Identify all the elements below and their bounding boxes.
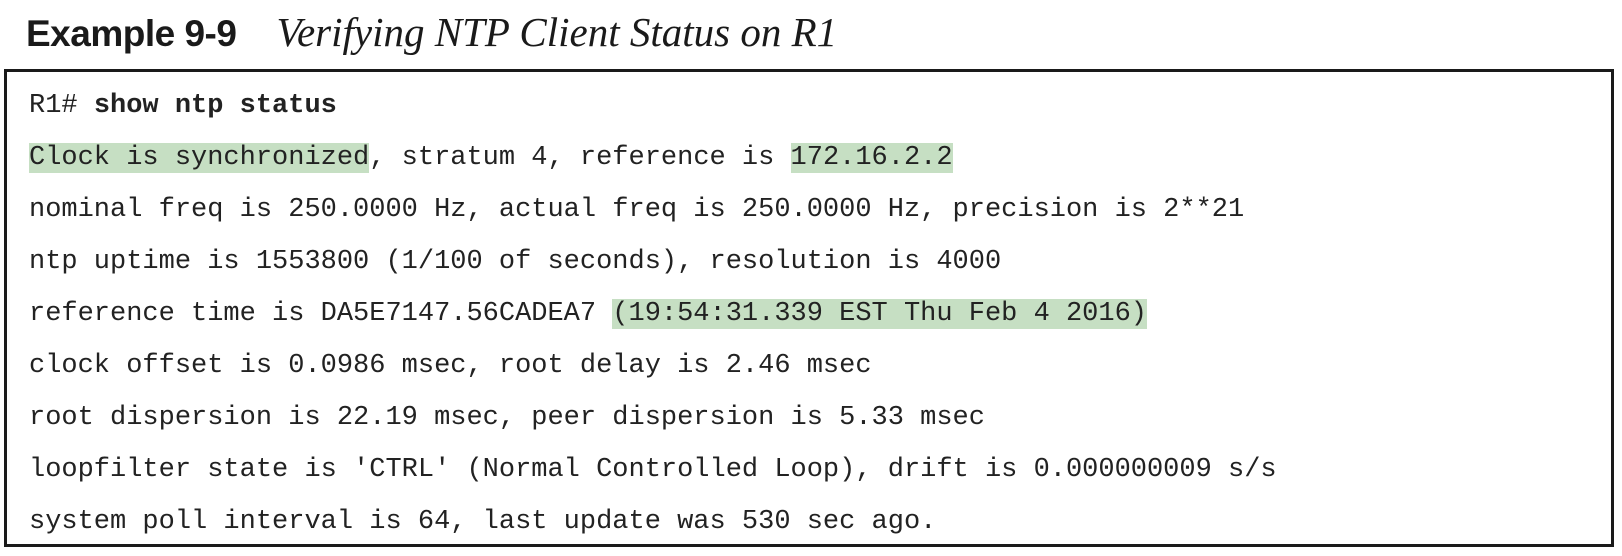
output-line-reference-time: reference time is DA5E7147.56CADEA7 (19:… [29, 288, 1601, 340]
output-line-poll-interval: system poll interval is 64, last update … [29, 507, 937, 537]
sync-status-highlight: Clock is synchronized [29, 143, 370, 173]
code-output-box: R1# show ntp status Clock is synchronize… [4, 69, 1614, 547]
output-line-sync-status: Clock is synchronized, stratum 4, refere… [29, 132, 1601, 184]
reference-time-highlight: (19:54:31.339 EST Thu Feb 4 2016) [612, 299, 1147, 329]
code-lines: R1# show ntp status Clock is synchronize… [29, 80, 1601, 548]
output-line-clock-offset: clock offset is 0.0986 msec, root delay … [29, 351, 872, 381]
sync-status-middle: , stratum 4, reference is [369, 143, 791, 173]
example-label: Example 9-9 [26, 13, 237, 54]
output-line-dispersion: root dispersion is 22.19 msec, peer disp… [29, 403, 985, 433]
example-header: Example 9-9 Verifying NTP Client Status … [26, 8, 837, 56]
reference-time-prefix: reference time is DA5E7147.56CADEA7 [29, 299, 613, 329]
command-line: R1# show ntp status [29, 80, 1601, 132]
output-line-frequency: nominal freq is 250.0000 Hz, actual freq… [29, 195, 1245, 225]
output-line-uptime: ntp uptime is 1553800 (1/100 of seconds)… [29, 247, 1002, 277]
output-line-loopfilter: loopfilter state is 'CTRL' (Normal Contr… [29, 455, 1277, 485]
cli-prompt: R1# [29, 91, 94, 121]
reference-ip-highlight: 172.16.2.2 [790, 143, 953, 173]
cli-command: show ntp status [93, 91, 337, 121]
example-title: Verifying NTP Client Status on R1 [276, 9, 838, 55]
